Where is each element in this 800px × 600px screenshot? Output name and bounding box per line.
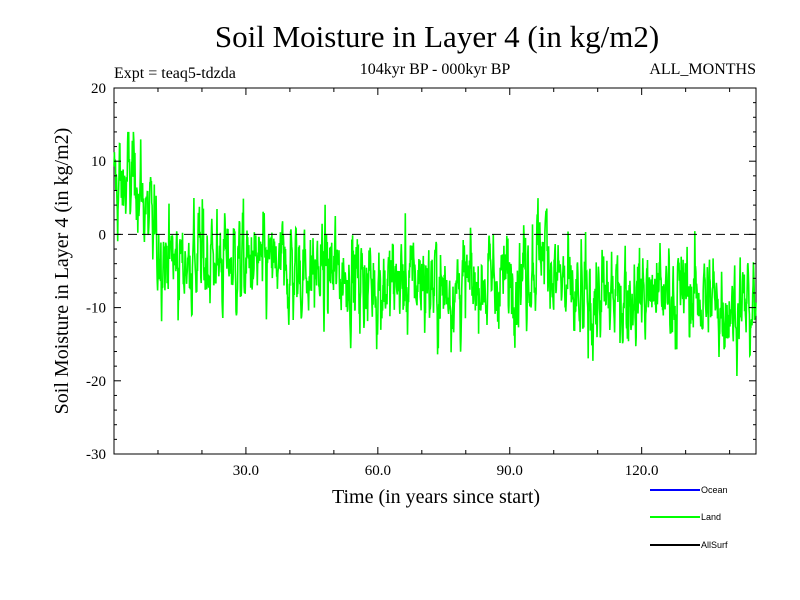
tick-layer: -30 -20 -10 0 10 20 30.0 60.0 90.0 120.0 — [86, 81, 756, 479]
series-land-line — [113, 131, 757, 377]
y-axis-label: Soil Moisture in Layer 4 (in kg/m2) — [51, 128, 73, 415]
subtitle: 104kyr BP - 000kyr BP — [360, 61, 511, 78]
x-tick-label: 30.0 — [233, 463, 259, 479]
plot-area: -30 -20 -10 0 10 20 30.0 60.0 90.0 120.0 — [86, 81, 757, 479]
plot-frame — [113, 87, 757, 455]
x-tick-label: 90.0 — [497, 463, 523, 479]
legend: Ocean Land AllSurf — [650, 485, 728, 550]
y-tick-label: 0 — [99, 227, 107, 243]
x-tick-label: 60.0 — [365, 463, 391, 479]
y-tick-label: -20 — [86, 374, 106, 390]
y-tick-label: -30 — [86, 447, 106, 463]
legend-land-label: Land — [701, 512, 721, 522]
chart-title: Soil Moisture in Layer 4 (in kg/m2) — [215, 19, 659, 54]
y-tick-label: 20 — [91, 81, 106, 97]
x-tick-label: 120.0 — [625, 463, 659, 479]
period-label: ALL_MONTHS — [649, 61, 756, 78]
legend-ocean-label: Ocean — [701, 485, 728, 495]
y-tick-label: 10 — [91, 154, 106, 170]
expt-label: Expt = teaq5-tdzda — [114, 65, 236, 82]
legend-allsurf-label: AllSurf — [701, 540, 728, 550]
series-layer — [113, 131, 757, 377]
y-tick-label: -10 — [86, 301, 106, 317]
x-axis-label: Time (in years since start) — [332, 486, 540, 508]
